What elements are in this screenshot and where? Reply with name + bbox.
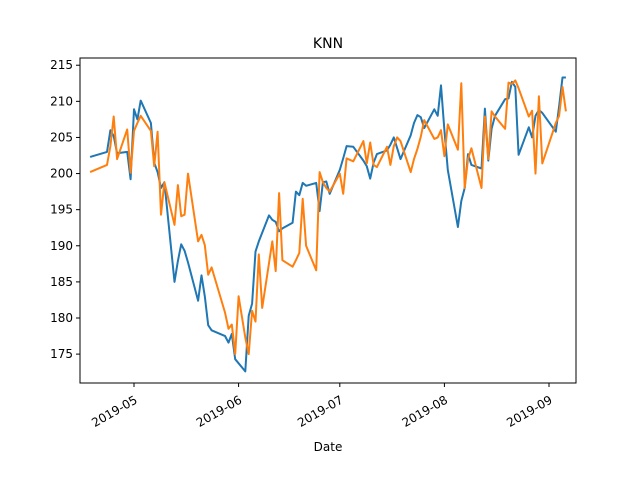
series-line-1 [89,76,566,373]
y-tick-label: 200 [50,167,73,181]
y-tick-label: 185 [50,275,73,289]
series-line-2 [89,79,567,356]
y-tick-label: 215 [50,58,73,72]
x-axis-label: Date [314,440,343,454]
y-tick-label: 180 [50,311,73,325]
y-tick-label: 175 [50,347,73,361]
y-tick-label: 195 [50,203,73,217]
y-axis: 175 180 185 190 195 200 205 210 215 [50,58,80,361]
chart-title: KNN [313,36,343,52]
series-layer [89,76,567,373]
y-tick-label: 190 [50,239,73,253]
axes-frame [79,57,577,384]
y-tick-label: 210 [50,94,73,108]
y-tick-label: 205 [50,130,73,144]
